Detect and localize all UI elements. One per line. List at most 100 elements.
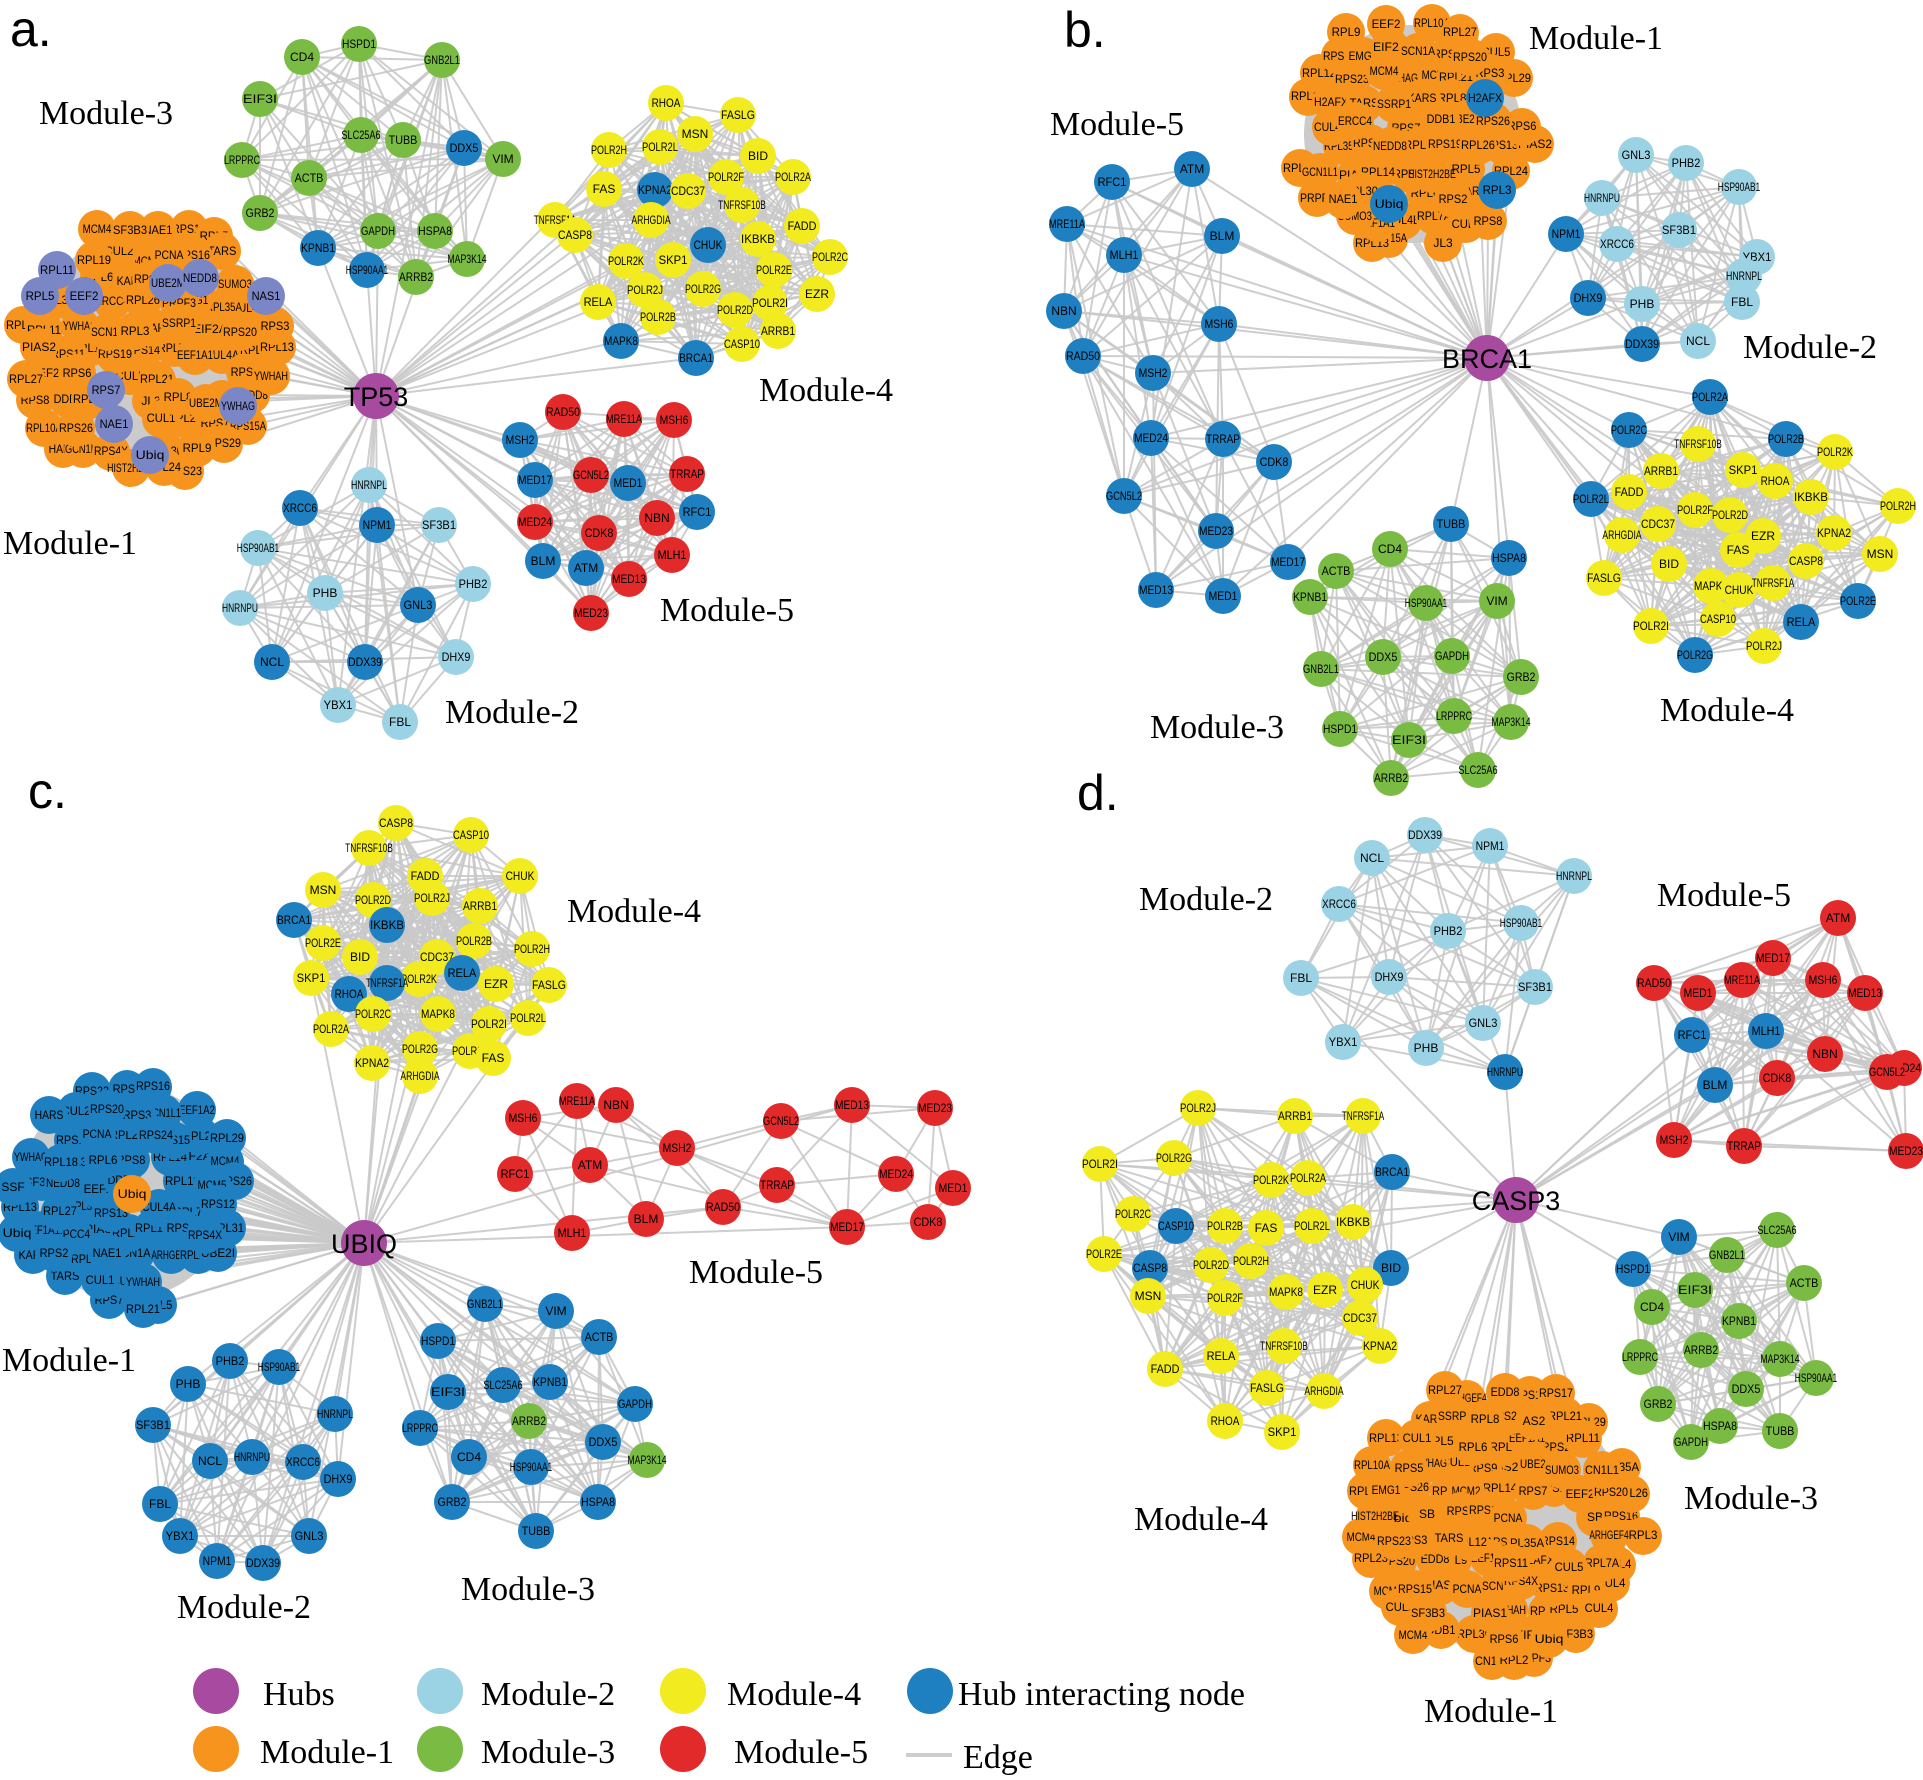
svg-text:MRE11A: MRE11A bbox=[1724, 973, 1760, 987]
svg-text:ARRB2: ARRB2 bbox=[399, 270, 433, 284]
svg-text:NAS1: NAS1 bbox=[252, 289, 281, 303]
svg-text:Module-3: Module-3 bbox=[481, 1734, 615, 1771]
svg-text:DHX9: DHX9 bbox=[1375, 970, 1404, 984]
svg-text:TNFRSF10B: TNFRSF10B bbox=[345, 841, 393, 855]
svg-text:YBX1: YBX1 bbox=[1329, 1035, 1358, 1049]
svg-text:Module-2: Module-2 bbox=[481, 1676, 615, 1713]
svg-text:EIF3I: EIF3I bbox=[1392, 733, 1426, 747]
svg-text:RPL19: RPL19 bbox=[77, 253, 111, 267]
svg-text:NPM1: NPM1 bbox=[363, 518, 392, 532]
svg-text:RPS11: RPS11 bbox=[1494, 1556, 1528, 1570]
svg-text:CDK8: CDK8 bbox=[914, 1215, 943, 1229]
svg-text:ARHGDIA: ARHGDIA bbox=[631, 213, 670, 227]
svg-text:NEDD8: NEDD8 bbox=[183, 271, 217, 285]
svg-text:BLM: BLM bbox=[1210, 229, 1235, 243]
svg-text:b.: b. bbox=[1064, 2, 1106, 58]
svg-text:Module-1: Module-1 bbox=[3, 525, 137, 562]
svg-text:CASP10: CASP10 bbox=[724, 337, 760, 351]
svg-text:NCL: NCL bbox=[1360, 851, 1384, 865]
svg-text:YBX1: YBX1 bbox=[324, 698, 353, 712]
svg-text:MAPK8: MAPK8 bbox=[604, 334, 638, 348]
svg-text:RPL18: RPL18 bbox=[44, 1155, 78, 1169]
svg-text:FAS: FAS bbox=[1727, 543, 1750, 557]
svg-text:MED13: MED13 bbox=[612, 572, 646, 586]
svg-text:CD4: CD4 bbox=[1378, 542, 1402, 556]
svg-text:MLH1: MLH1 bbox=[1110, 248, 1139, 262]
svg-text:RELA: RELA bbox=[1787, 615, 1816, 629]
svg-text:SF3B1: SF3B1 bbox=[422, 518, 456, 532]
svg-text:MAP3K14: MAP3K14 bbox=[627, 1453, 666, 1467]
svg-text:CDC37: CDC37 bbox=[1343, 1311, 1377, 1325]
svg-text:SF3B1: SF3B1 bbox=[1518, 980, 1552, 994]
svg-text:NBN: NBN bbox=[1812, 1047, 1837, 1061]
svg-text:EMG1: EMG1 bbox=[1372, 1483, 1401, 1497]
svg-text:SSRP1: SSRP1 bbox=[162, 316, 196, 330]
svg-text:RPS16: RPS16 bbox=[136, 1079, 170, 1093]
svg-text:H2AFX: H2AFX bbox=[1468, 91, 1502, 105]
svg-text:HIST2H2BE: HIST2H2BE bbox=[1351, 1509, 1399, 1523]
svg-text:PHB: PHB bbox=[1630, 297, 1655, 311]
svg-text:EEF2: EEF2 bbox=[1566, 1487, 1595, 1501]
svg-text:MSH6: MSH6 bbox=[660, 413, 689, 427]
svg-text:EZR: EZR bbox=[484, 977, 508, 991]
svg-text:Ubiq: Ubiq bbox=[118, 1187, 147, 1201]
svg-text:MCM4: MCM4 bbox=[83, 222, 112, 236]
svg-text:Module-4: Module-4 bbox=[1660, 692, 1794, 729]
svg-text:EEF1A2: EEF1A2 bbox=[179, 1103, 215, 1117]
svg-text:IKBKB: IKBKB bbox=[1336, 1215, 1370, 1229]
svg-text:MED23: MED23 bbox=[1199, 524, 1233, 538]
svg-text:SKP1: SKP1 bbox=[659, 253, 688, 267]
svg-text:POLR2C: POLR2C bbox=[812, 250, 848, 264]
svg-text:Module-2: Module-2 bbox=[445, 694, 579, 731]
svg-text:LRPPRC: LRPPRC bbox=[224, 153, 260, 167]
svg-text:MRE11A: MRE11A bbox=[606, 412, 642, 426]
svg-text:TUBB: TUBB bbox=[1437, 517, 1466, 531]
svg-text:RPL7A: RPL7A bbox=[1585, 1556, 1619, 1570]
svg-text:EIF3I: EIF3I bbox=[1678, 1283, 1712, 1297]
svg-text:MAPK8: MAPK8 bbox=[421, 1007, 455, 1021]
svg-text:POLR2E: POLR2E bbox=[1086, 1247, 1122, 1261]
svg-text:MCM4: MCM4 bbox=[1370, 64, 1399, 78]
svg-text:TNFRSF1A: TNFRSF1A bbox=[366, 976, 408, 990]
svg-text:Module-1: Module-1 bbox=[2, 1342, 136, 1379]
svg-text:Module-3: Module-3 bbox=[39, 95, 173, 132]
svg-text:EIF3I: EIF3I bbox=[431, 1385, 465, 1399]
svg-text:MED13: MED13 bbox=[835, 1098, 869, 1112]
svg-text:POLR2H: POLR2H bbox=[514, 942, 550, 956]
svg-text:RPS2: RPS2 bbox=[1439, 192, 1468, 206]
svg-text:DHX9: DHX9 bbox=[1574, 291, 1603, 305]
svg-text:RPL23: RPL23 bbox=[1354, 1551, 1388, 1565]
svg-text:RHOA: RHOA bbox=[1211, 1414, 1240, 1428]
svg-text:MED17: MED17 bbox=[1271, 555, 1305, 569]
svg-text:KPNB1: KPNB1 bbox=[533, 1375, 567, 1389]
svg-text:H2AFX: H2AFX bbox=[1314, 95, 1348, 109]
svg-text:HSP90AA1: HSP90AA1 bbox=[1405, 596, 1448, 610]
svg-text:NPM1: NPM1 bbox=[203, 1554, 232, 1568]
svg-text:POLR2A: POLR2A bbox=[1290, 1171, 1326, 1185]
svg-text:TUBB: TUBB bbox=[1766, 1424, 1795, 1438]
svg-text:GRB2: GRB2 bbox=[1507, 670, 1536, 684]
svg-text:GNL3: GNL3 bbox=[404, 598, 433, 612]
svg-text:HNRNPU: HNRNPU bbox=[234, 1450, 270, 1464]
svg-text:SLC25A6: SLC25A6 bbox=[483, 1378, 522, 1392]
svg-text:DDX5: DDX5 bbox=[589, 1435, 618, 1449]
svg-text:Module-4: Module-4 bbox=[567, 893, 701, 930]
svg-text:RPL21: RPL21 bbox=[126, 1302, 160, 1316]
svg-text:RPS19: RPS19 bbox=[1428, 137, 1462, 151]
svg-text:DHX9: DHX9 bbox=[324, 1472, 353, 1486]
svg-text:PHB: PHB bbox=[1414, 1041, 1439, 1055]
svg-text:POLR2D: POLR2D bbox=[355, 893, 391, 907]
svg-text:PHB2: PHB2 bbox=[216, 1354, 245, 1368]
svg-text:SSF: SSF bbox=[1, 1180, 24, 1194]
svg-text:MSH6: MSH6 bbox=[1205, 317, 1234, 331]
svg-text:FBL: FBL bbox=[389, 715, 411, 729]
svg-text:Module-5: Module-5 bbox=[1050, 106, 1184, 143]
svg-text:POLR2L: POLR2L bbox=[510, 1011, 546, 1025]
svg-text:RPS26: RPS26 bbox=[59, 421, 93, 435]
svg-text:HNRNPU: HNRNPU bbox=[1584, 191, 1620, 205]
svg-text:UBE2M: UBE2M bbox=[189, 396, 223, 410]
svg-text:CUL2: CUL2 bbox=[62, 1104, 91, 1118]
svg-text:MED1: MED1 bbox=[1209, 589, 1238, 603]
svg-text:POLR2K: POLR2K bbox=[608, 254, 644, 268]
svg-text:SSRP1: SSRP1 bbox=[1377, 97, 1411, 111]
